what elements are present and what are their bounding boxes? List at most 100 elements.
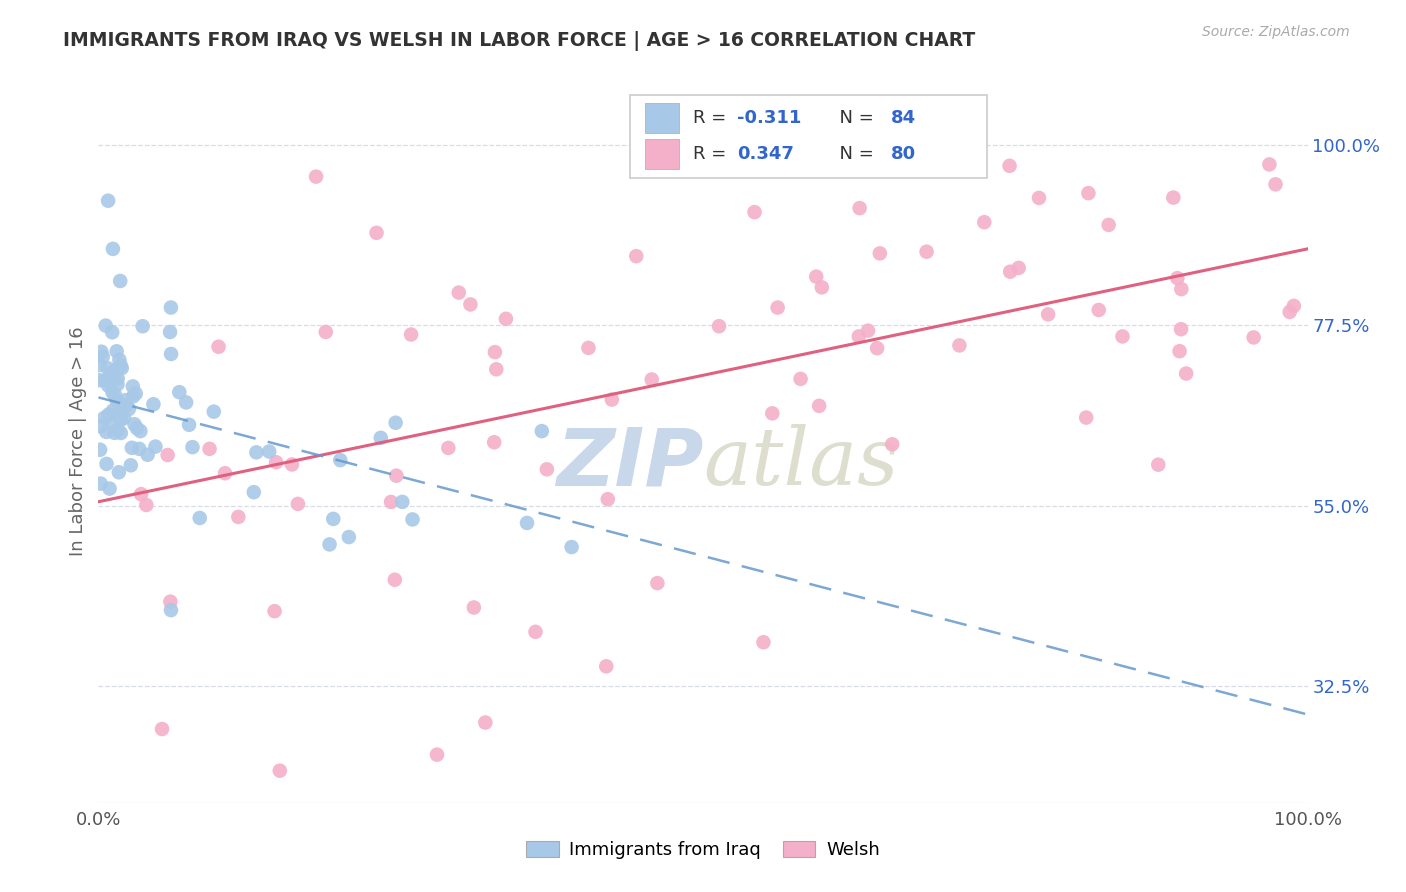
- Text: ZIP: ZIP: [555, 425, 703, 502]
- Point: [1168, 344, 1191, 359]
- Point: [391, 495, 413, 509]
- Point: [104, 364, 127, 378]
- Point: [866, 341, 889, 355]
- Text: R =: R =: [693, 145, 733, 163]
- Point: [96, 457, 118, 471]
- Point: [98, 482, 121, 496]
- Point: [150, 722, 173, 736]
- Point: [447, 285, 470, 300]
- Point: [122, 389, 145, 403]
- Point: [536, 462, 558, 476]
- Point: [856, 324, 879, 338]
- Y-axis label: In Labor Force | Age > 16: In Labor Force | Age > 16: [69, 326, 87, 557]
- Point: [998, 159, 1021, 173]
- Point: [107, 377, 129, 392]
- Point: [318, 537, 340, 551]
- Point: [1163, 190, 1185, 204]
- Point: [482, 435, 505, 450]
- Point: [101, 403, 124, 417]
- Point: [806, 269, 828, 284]
- Point: [110, 413, 132, 427]
- Point: [111, 400, 134, 414]
- Point: [101, 242, 124, 256]
- Point: [998, 265, 1021, 279]
- Point: [121, 379, 143, 393]
- Text: IMMIGRANTS FROM IRAQ VS WELSH IN LABOR FORCE | AGE > 16 CORRELATION CHART: IMMIGRANTS FROM IRAQ VS WELSH IN LABOR F…: [63, 31, 976, 51]
- Point: [1036, 307, 1059, 321]
- Point: [107, 371, 129, 385]
- Point: [105, 363, 128, 377]
- Text: atlas: atlas: [703, 425, 898, 502]
- Point: [426, 747, 449, 762]
- Point: [287, 497, 309, 511]
- Point: [263, 604, 285, 618]
- Point: [107, 423, 129, 437]
- Point: [214, 467, 236, 481]
- Point: [761, 406, 783, 420]
- Point: [120, 458, 142, 473]
- Point: [243, 485, 266, 500]
- Text: 80: 80: [890, 145, 915, 163]
- Point: [384, 416, 406, 430]
- Point: [103, 425, 125, 440]
- Point: [98, 416, 121, 430]
- Point: [264, 455, 287, 469]
- Text: 84: 84: [890, 109, 915, 127]
- Point: [596, 492, 619, 507]
- Text: -0.311: -0.311: [737, 109, 801, 127]
- Point: [848, 329, 870, 343]
- Point: [882, 437, 904, 451]
- Point: [108, 465, 131, 479]
- Point: [174, 395, 197, 409]
- Point: [228, 510, 250, 524]
- Point: [460, 297, 482, 311]
- Point: [1170, 282, 1192, 296]
- Point: [101, 326, 124, 340]
- Point: [97, 194, 120, 208]
- Point: [159, 594, 181, 608]
- Point: [94, 373, 117, 387]
- Point: [156, 448, 179, 462]
- Point: [124, 417, 146, 432]
- Point: [1170, 322, 1192, 336]
- Point: [380, 495, 402, 509]
- Point: [752, 635, 775, 649]
- Point: [641, 372, 664, 386]
- Point: [281, 458, 304, 472]
- Point: [101, 370, 124, 384]
- Point: [595, 659, 617, 673]
- Point: [973, 215, 995, 229]
- Point: [485, 362, 508, 376]
- Point: [91, 350, 114, 364]
- Point: [169, 385, 191, 400]
- Point: [90, 344, 112, 359]
- Point: [474, 715, 496, 730]
- Point: [104, 371, 127, 385]
- Point: [337, 530, 360, 544]
- FancyBboxPatch shape: [630, 95, 987, 178]
- Point: [948, 338, 970, 352]
- Point: [97, 361, 120, 376]
- Point: [463, 600, 485, 615]
- Point: [160, 347, 183, 361]
- Point: [495, 311, 517, 326]
- Point: [484, 345, 506, 359]
- Point: [135, 498, 157, 512]
- Point: [97, 408, 120, 422]
- Point: [257, 444, 280, 458]
- Point: [159, 325, 181, 339]
- Text: Source: ZipAtlas.com: Source: ZipAtlas.com: [1202, 25, 1350, 39]
- Point: [789, 372, 811, 386]
- Point: [1243, 330, 1265, 344]
- Point: [97, 378, 120, 392]
- Point: [370, 431, 392, 445]
- Point: [89, 442, 111, 457]
- Point: [125, 386, 148, 401]
- Point: [245, 445, 267, 459]
- Point: [915, 244, 938, 259]
- Point: [1282, 299, 1305, 313]
- Point: [177, 417, 200, 432]
- Point: [115, 398, 138, 412]
- Point: [96, 425, 118, 439]
- Point: [93, 410, 115, 425]
